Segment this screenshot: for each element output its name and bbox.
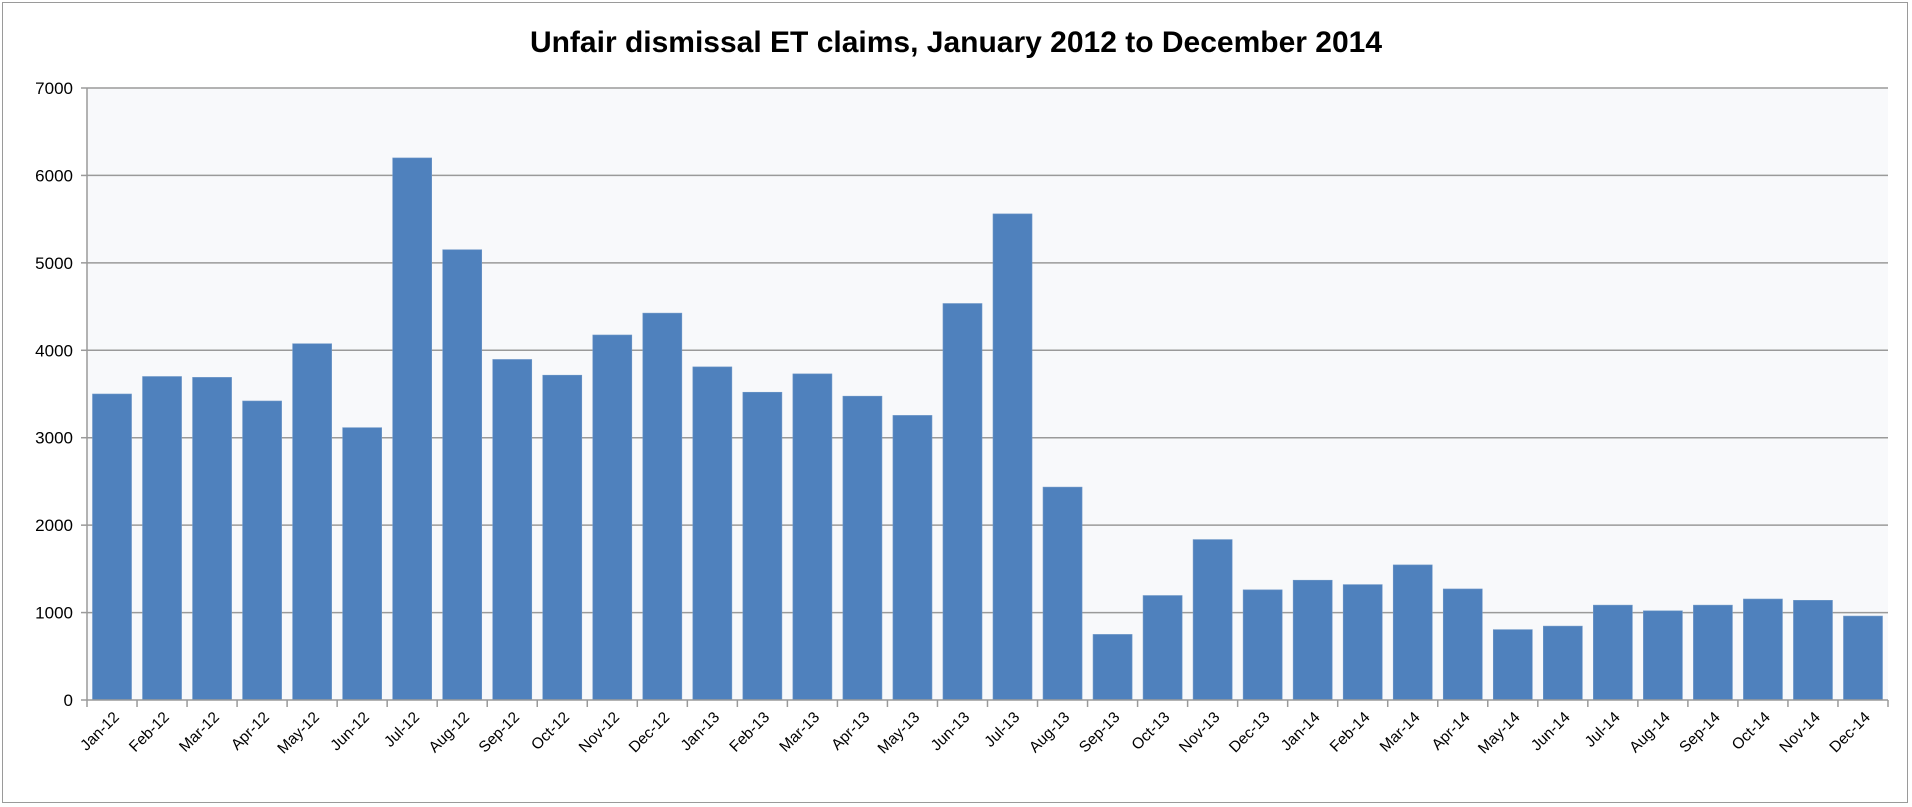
x-tick-label: May-12 xyxy=(274,709,323,758)
x-tick-label: Jun-13 xyxy=(928,709,974,755)
x-tick-label: Apr-14 xyxy=(1429,709,1474,754)
bar xyxy=(1042,486,1083,701)
y-tick-label: 4000 xyxy=(35,341,73,360)
x-tick-label: Jan-13 xyxy=(678,709,724,755)
x-tick-label: Apr-13 xyxy=(828,709,873,754)
bar xyxy=(1392,564,1433,701)
bar xyxy=(1242,589,1283,701)
y-tick-label: 5000 xyxy=(35,254,73,273)
x-tick-label: Sep-13 xyxy=(1076,709,1123,756)
bar xyxy=(1092,634,1133,701)
x-tick-label: May-14 xyxy=(1475,709,1524,758)
bar xyxy=(1843,615,1883,701)
bar xyxy=(142,376,182,701)
x-tick-label: Oct-13 xyxy=(1129,709,1174,754)
bar xyxy=(1643,610,1683,701)
x-tick-label: Aug-13 xyxy=(1026,709,1073,756)
bar xyxy=(92,393,132,701)
x-tick-label: Nov-14 xyxy=(1776,709,1824,757)
bar xyxy=(442,249,483,701)
x-tick-label: Oct-14 xyxy=(1729,709,1774,754)
y-tick-label: 7000 xyxy=(35,79,73,98)
x-tick-label: Mar-12 xyxy=(176,709,223,756)
bar xyxy=(1693,604,1733,701)
y-tick-label: 2000 xyxy=(35,516,73,535)
bar xyxy=(892,415,933,701)
bar xyxy=(1192,539,1233,701)
bar xyxy=(642,312,683,701)
x-tick-label: Jan-14 xyxy=(1278,709,1324,755)
x-tick-label: Jan-12 xyxy=(77,709,123,755)
x-tick-label: Nov-13 xyxy=(1176,709,1223,756)
x-tick-label: Jul-14 xyxy=(1582,709,1624,751)
bar xyxy=(742,391,783,701)
bar xyxy=(1593,604,1633,701)
bar xyxy=(1142,595,1183,701)
bar xyxy=(692,366,733,701)
bar xyxy=(1342,584,1383,701)
x-tick-label: Feb-12 xyxy=(126,709,173,756)
bar xyxy=(542,374,583,701)
bar xyxy=(1543,625,1583,701)
x-tick-label: Oct-12 xyxy=(528,709,573,754)
bar xyxy=(342,427,382,701)
x-tick-label: Jun-12 xyxy=(327,709,373,755)
bar xyxy=(492,359,533,701)
x-tick-label: Feb-14 xyxy=(1327,709,1374,756)
y-tick-label: 1000 xyxy=(35,604,73,623)
bar xyxy=(1292,579,1333,701)
x-tick-label: Feb-13 xyxy=(726,709,773,756)
bar xyxy=(242,400,282,701)
x-tick-label: Dec-13 xyxy=(1226,709,1273,756)
bar xyxy=(992,213,1033,701)
x-tick-label: Mar-14 xyxy=(1377,709,1424,756)
bar xyxy=(1492,629,1533,701)
chart-title: Unfair dismissal ET claims, January 2012… xyxy=(529,26,1383,59)
bar xyxy=(1442,588,1483,701)
bar xyxy=(942,303,983,701)
bar xyxy=(192,377,232,701)
x-tick-label: Aug-12 xyxy=(426,709,473,756)
x-tick-label: Dec-14 xyxy=(1826,709,1874,757)
bar xyxy=(292,343,332,701)
bar xyxy=(792,373,833,701)
x-tick-label: Dec-12 xyxy=(626,709,673,756)
x-tick-label: Sep-14 xyxy=(1676,709,1724,757)
y-tick-label: 0 xyxy=(64,691,73,710)
x-tick-label: May-13 xyxy=(875,709,924,758)
x-tick-label: Jul-13 xyxy=(981,709,1023,751)
x-tick-label: Mar-13 xyxy=(776,709,823,756)
x-tick-label: Sep-12 xyxy=(476,709,523,756)
x-tick-label: Apr-12 xyxy=(228,709,273,754)
x-tick-label: Jul-12 xyxy=(381,709,423,751)
bar xyxy=(1743,598,1783,701)
x-tick-label: Jun-14 xyxy=(1528,709,1574,755)
x-tick-label: Nov-12 xyxy=(576,709,623,756)
bar xyxy=(1793,600,1833,701)
x-tick-label: Aug-14 xyxy=(1626,709,1674,757)
bar xyxy=(842,395,883,701)
y-tick-label: 3000 xyxy=(35,429,73,448)
bar xyxy=(392,157,432,701)
bar xyxy=(592,334,633,701)
y-tick-label: 6000 xyxy=(35,166,73,185)
plot-area xyxy=(87,88,1888,700)
